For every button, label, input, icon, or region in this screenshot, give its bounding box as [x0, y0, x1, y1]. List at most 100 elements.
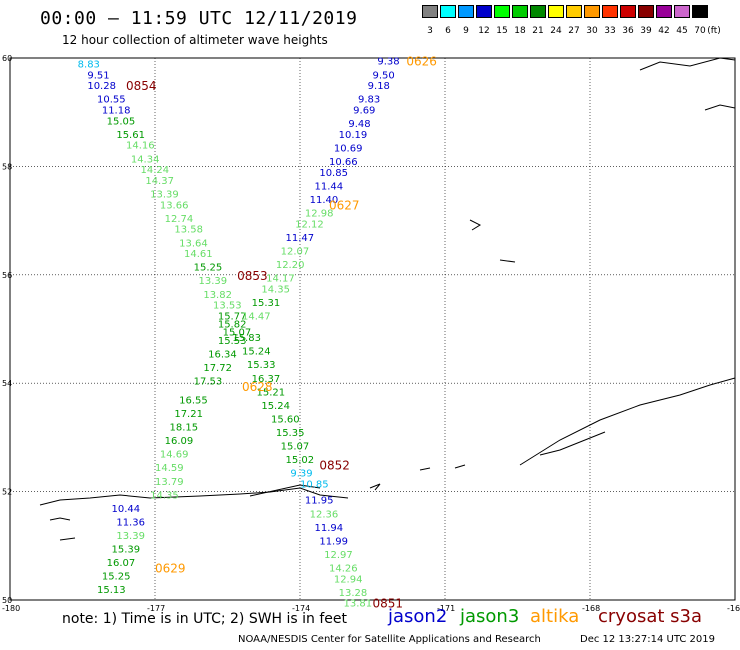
scale-swatch [638, 5, 654, 18]
wave-height-value: 17.53 [194, 376, 223, 387]
wave-height-value: 13.81 [344, 599, 373, 610]
wave-height-value: 11.40 [310, 195, 339, 206]
scale-swatch [548, 5, 564, 18]
scale-label: 36 [622, 26, 634, 36]
wave-height-value: 17.21 [174, 409, 203, 420]
scale-label: 27 [568, 26, 580, 36]
lon-label: -168 [582, 604, 600, 613]
wave-height-value: 12.98 [305, 208, 334, 219]
wave-height-value: 16.07 [107, 558, 136, 569]
wave-height-value: 16.55 [179, 395, 208, 406]
wave-height-value: 13.39 [116, 531, 145, 542]
wave-height-value: 14.47 [242, 311, 271, 322]
pass-time-label: 0626 [406, 55, 437, 69]
wave-height-value: 13.79 [155, 477, 184, 488]
wave-height-value: 12.94 [334, 574, 363, 585]
legend-entry-altika: altika [530, 606, 580, 627]
scale-label: 18 [514, 26, 526, 36]
wave-height-value: 13.66 [160, 200, 189, 211]
wave-height-value: 15.82 [218, 320, 247, 331]
scale-label: 9 [463, 26, 469, 36]
wave-height-value: 12.36 [310, 509, 339, 520]
coastline [39, 487, 349, 506]
legend-entry-jason3: jason3 [460, 606, 520, 627]
wave-height-value: 9.18 [368, 81, 390, 92]
wave-height-value: 11.99 [319, 536, 348, 547]
coastline [539, 431, 606, 456]
wave-height-value: 10.66 [329, 157, 358, 168]
wave-height-value: 10.85 [319, 168, 348, 179]
pass-time-label: 0854 [126, 79, 157, 93]
legend-entry-jason2: jason2 [388, 606, 448, 627]
wave-height-value: 18.15 [170, 423, 199, 434]
footer-note: note: 1) Time is in UTC; 2) SWH is in fe… [62, 611, 348, 627]
wave-height-value: 15.02 [286, 455, 315, 466]
wave-height-value: 12.12 [295, 219, 324, 230]
wave-height-value: 14.34 [131, 154, 160, 165]
scale-swatch [620, 5, 636, 18]
wave-height-value: 15.25 [102, 572, 131, 583]
scale-swatch [440, 5, 456, 18]
credit-line: NOAA/NESDIS Center for Satellite Applica… [238, 634, 541, 645]
coastline [499, 259, 516, 263]
wave-height-value: 14.16 [126, 141, 155, 152]
coastline [419, 467, 431, 471]
scale-label: 21 [532, 26, 544, 36]
wave-height-value: 10.28 [87, 81, 116, 92]
wave-height-value: 9.69 [353, 105, 375, 116]
timestamp: Dec 12 13:27:14 UTC 2019 [580, 634, 715, 645]
wave-height-value: 10.69 [334, 143, 363, 154]
scale-label: 70 [694, 26, 706, 36]
wave-height-value: 15.33 [247, 360, 276, 371]
lon-label: -177 [147, 604, 165, 613]
wave-height-value: 10.85 [300, 479, 329, 490]
scale-swatch [656, 5, 672, 18]
coastline [49, 517, 71, 521]
wave-height-value: 15.24 [242, 347, 271, 358]
wave-height-value: 13.39 [199, 276, 228, 287]
legend-entry-cryosat: cryosat s3a [598, 606, 703, 627]
wave-height-value: 14.35 [150, 490, 179, 501]
wave-height-value: 15.05 [107, 116, 136, 127]
wave-height-value: 9.50 [373, 70, 395, 81]
scale-swatch [602, 5, 618, 18]
wave-height-value: 13.58 [174, 225, 203, 236]
scale-label: 45 [676, 26, 688, 36]
wave-height-value: 16.34 [208, 349, 237, 360]
scale-unit: (ft) [707, 26, 721, 36]
wave-height-value: 11.18 [102, 105, 131, 116]
scale-label: 6 [445, 26, 451, 36]
coastline [59, 537, 76, 541]
scale-label: 30 [586, 26, 598, 36]
pass-time-label: 0628 [242, 380, 273, 394]
wave-height-value: 15.07 [281, 442, 310, 453]
pass-time-label: 0627 [329, 198, 360, 212]
wave-height-value: 15.39 [112, 545, 141, 556]
pass-time-label: 0851 [373, 597, 404, 611]
pass-time-label: 0853 [237, 269, 268, 283]
scale-label: 33 [604, 26, 616, 36]
wave-height-value: 13.53 [213, 301, 242, 312]
wave-height-value: 15.60 [271, 414, 300, 425]
wave-height-value: 10.44 [112, 504, 141, 515]
wave-height-value: 14.59 [155, 463, 184, 474]
scale-label: 39 [640, 26, 652, 36]
wave-height-value: 11.47 [286, 233, 315, 244]
pass-time-label: 0852 [319, 459, 350, 473]
wave-height-value: 12.74 [165, 214, 194, 225]
wave-height-value: 15.31 [252, 298, 281, 309]
wave-height-value: 12.20 [276, 260, 305, 271]
coastline [369, 483, 381, 491]
scale-label: 24 [550, 26, 562, 36]
scale-swatch [584, 5, 600, 18]
wave-height-value: 13.39 [150, 190, 179, 201]
wave-height-value: 12.07 [281, 246, 310, 257]
coastline [469, 219, 482, 231]
scale-swatch [674, 5, 690, 18]
wave-height-value: 9.48 [348, 119, 370, 130]
wave-height-value: 15.53 [218, 336, 247, 347]
lon-label: -171 [437, 604, 455, 613]
wave-height-value: 14.24 [141, 165, 170, 176]
wave-height-value: 9.51 [87, 70, 109, 81]
